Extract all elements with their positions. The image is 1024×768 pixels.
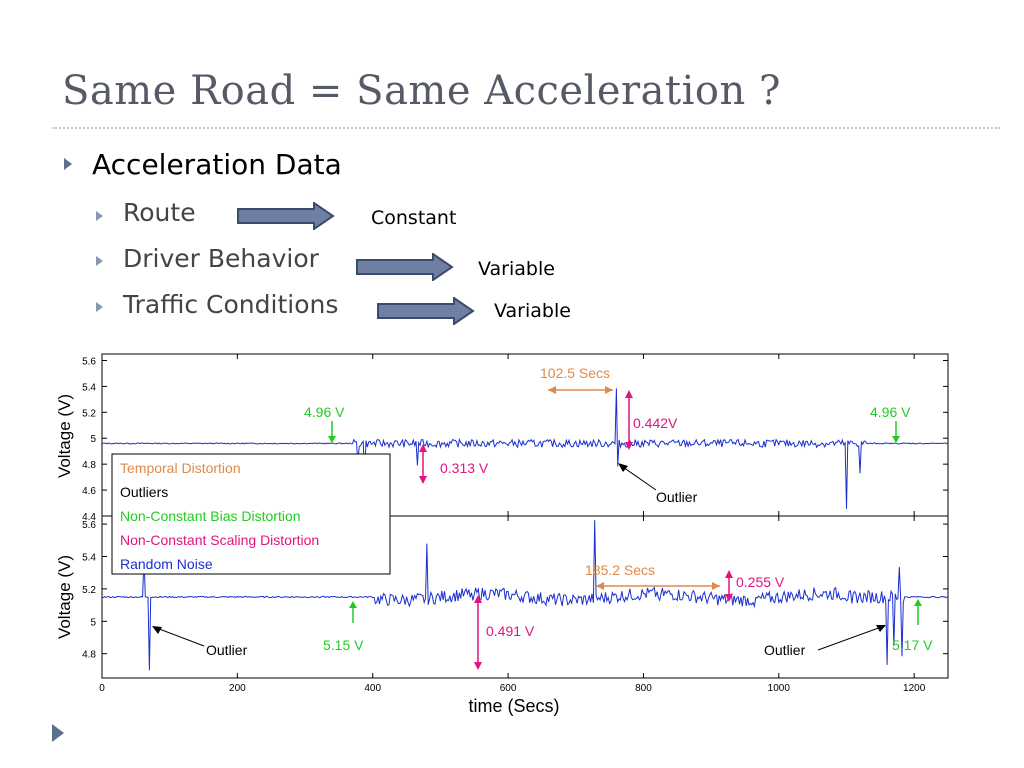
- legend-scaling-distortion: Non-Constant Scaling Distortion: [120, 532, 319, 548]
- top-y-axis-label: Voltage (V): [55, 394, 74, 478]
- bottom-y-axis-label: Voltage (V): [55, 555, 74, 639]
- bias-arrow-icon: [892, 436, 900, 443]
- x-tick-label: 400: [364, 683, 381, 694]
- sub-bullet-triangle-icon: [96, 256, 103, 266]
- slide-title: Same Road = Same Acceleration ?: [62, 68, 781, 114]
- x-axis-label: time (Secs): [468, 696, 559, 716]
- bottom-temporal-label: 185.2 Secs: [585, 562, 655, 578]
- chart-legend: Temporal Distortion Outliers Non-Constan…: [111, 453, 391, 575]
- driver-behavior-result: Variable: [478, 258, 555, 280]
- outlier-arrow-icon: [618, 463, 628, 472]
- y-tick-label: 4.4: [82, 512, 96, 523]
- y-tick-label: 5: [90, 617, 96, 628]
- bottom-scaling-top-label: 0.255 V: [736, 574, 785, 590]
- y-tick-label: 5.2: [82, 585, 96, 596]
- sub-bullet-route: Route: [123, 198, 196, 227]
- bottom-axis-ticks: 5.6 5.4 5.2 5 4.8 0 200 400 600 800 1000 1200: [82, 516, 948, 694]
- x-tick-label: 800: [635, 683, 652, 694]
- y-tick-label: 5.6: [82, 520, 96, 531]
- x-tick-label: 1000: [768, 683, 791, 694]
- y-tick-label: 4.8: [82, 460, 96, 471]
- bullet-triangle-icon: [64, 158, 72, 170]
- x-tick-label: 1200: [903, 683, 926, 694]
- bottom-bias-right-label: 5.17 V: [892, 637, 933, 653]
- bottom-signal-line: [101, 520, 949, 671]
- title-divider: [52, 127, 1000, 129]
- legend-random-noise: Random Noise: [120, 556, 213, 572]
- top-temporal-label: 102.5 Secs: [540, 365, 610, 381]
- bottom-scaling-bottom-label: 0.491 V: [486, 623, 535, 639]
- bullet-acceleration-data: Acceleration Data: [92, 148, 342, 181]
- y-tick-label: 5.2: [82, 408, 96, 419]
- bottom-bias-left-label: 5.15 V: [323, 637, 364, 653]
- sub-bullet-triangle-icon: [96, 302, 103, 312]
- top-outlier-label: Outlier: [656, 489, 698, 505]
- right-arrow-icon: [356, 253, 454, 281]
- outlier-arrow-icon: [876, 625, 886, 632]
- x-tick-label: 200: [229, 683, 246, 694]
- y-tick-label: 5: [90, 434, 96, 445]
- y-tick-label: 5.6: [82, 356, 96, 367]
- y-tick-label: 5.4: [82, 553, 96, 564]
- slide-nav-triangle-icon: [52, 724, 64, 742]
- bias-arrow-icon: [328, 436, 336, 443]
- y-tick-label: 5.4: [82, 382, 96, 393]
- top-axis-ticks: 5.6 5.4 5.2 5 4.8 4.6 4.4: [82, 354, 948, 523]
- top-bias-right-label: 4.96 V: [870, 404, 911, 420]
- x-tick-label: 600: [500, 683, 517, 694]
- legend-outliers: Outliers: [120, 484, 168, 500]
- top-bias-left-label: 4.96 V: [304, 404, 345, 420]
- bias-arrow-icon: [349, 601, 357, 608]
- right-arrow-icon: [237, 202, 335, 230]
- y-tick-label: 4.8: [82, 650, 96, 661]
- acceleration-figure: Voltage (V) Voltage (V) time (Secs) 5.65…: [55, 353, 949, 716]
- top-scaling-top-label: 0.442V: [633, 415, 678, 431]
- legend-temporal-distortion: Temporal Distortion: [120, 460, 241, 476]
- bottom-outlier-right-label: Outlier: [764, 642, 806, 658]
- legend-bias-distortion: Non-Constant Bias Distortion: [120, 508, 301, 524]
- bias-arrow-icon: [914, 599, 922, 606]
- right-arrow-icon: [377, 297, 475, 325]
- sub-bullet-driver-behavior: Driver Behavior: [123, 244, 319, 273]
- route-result: Constant: [371, 207, 457, 229]
- outlier-arrow-icon: [152, 626, 162, 634]
- y-tick-label: 4.6: [82, 486, 96, 497]
- top-signal-line: [101, 388, 949, 509]
- x-tick-label: 0: [99, 683, 105, 694]
- top-scaling-bottom-label: 0.313 V: [440, 460, 489, 476]
- traffic-conditions-result: Variable: [494, 300, 571, 322]
- sub-bullet-triangle-icon: [96, 211, 103, 221]
- sub-bullet-traffic-conditions: Traffic Conditions: [123, 290, 339, 319]
- bottom-outlier-left-label: Outlier: [206, 642, 248, 658]
